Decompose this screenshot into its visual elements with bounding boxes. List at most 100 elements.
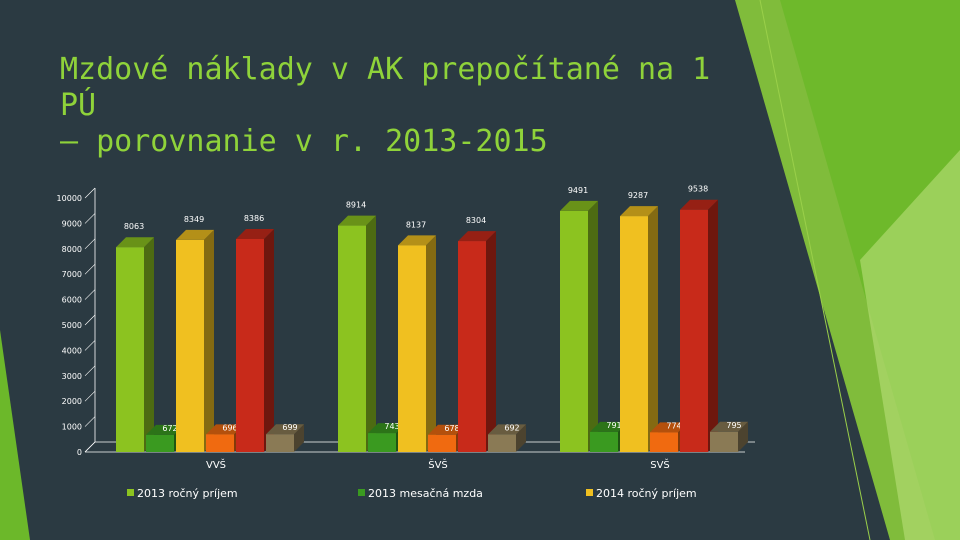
bar-marks: 8063 672 8349 696 8386 699 8914 743 8137 678 8304 6… [116, 185, 748, 452]
bar-top [710, 421, 748, 432]
bar: 8386 [236, 214, 274, 452]
bar: 9287 [620, 191, 658, 452]
y-tick-label: 7000 [62, 270, 82, 279]
data-label: 791 [606, 421, 621, 430]
bar-side [264, 228, 274, 452]
bar-front [206, 434, 234, 452]
bar: 795 [710, 421, 748, 452]
data-label: 696 [222, 423, 237, 432]
bar-top [146, 424, 184, 435]
bar-front [590, 431, 618, 452]
category-label: ŠVŠ [428, 458, 448, 471]
bar-top [650, 422, 688, 433]
y-tick-mark [84, 416, 96, 427]
bar: 8914 [338, 201, 376, 452]
legend-swatch [127, 489, 134, 496]
bar-top [620, 206, 658, 217]
y-tick-label: 3000 [62, 372, 82, 381]
y-tick-mark [84, 187, 96, 199]
bar-front [680, 209, 708, 452]
legend-item: 2014 ročný príjem [586, 487, 697, 500]
y-tick-mark [84, 365, 96, 377]
category-label: SVŠ [650, 458, 670, 471]
y-tick-label: 10000 [57, 194, 82, 203]
bar: 9538 [680, 185, 718, 452]
data-label: 8304 [466, 216, 486, 225]
bar-side [486, 231, 496, 452]
bar: 8137 [398, 220, 436, 452]
bar-top [338, 215, 376, 226]
decor-line [759, 0, 871, 540]
bar-side [426, 235, 436, 452]
bar-side [294, 424, 304, 452]
bar-top [428, 424, 466, 435]
bar-front [488, 434, 516, 452]
bar-top [590, 421, 628, 432]
data-label: 8063 [124, 222, 144, 231]
data-label: 8349 [184, 215, 204, 224]
y-tick-mark [84, 340, 96, 351]
data-label: 672 [162, 424, 177, 433]
bar-top [398, 235, 436, 246]
data-label: 9538 [688, 185, 708, 194]
y-tick-label: 1000 [62, 423, 82, 432]
bar-front [620, 216, 648, 452]
data-label: 9491 [568, 186, 588, 195]
y-tick-label: 6000 [62, 296, 82, 305]
bar-top [488, 424, 526, 435]
bar-front [650, 432, 678, 452]
bar-side [144, 237, 154, 452]
bar: 699 [266, 423, 304, 452]
bar-top [680, 199, 718, 210]
category-axis: VVŠ ŠVŠ SVŠ [206, 458, 670, 471]
y-tick-label: 5000 [62, 321, 82, 330]
bar-top [176, 229, 214, 240]
bar-side [708, 199, 718, 452]
bar-top [368, 423, 406, 434]
data-label: 699 [282, 423, 297, 432]
bar-top [206, 424, 244, 435]
data-label: 774 [666, 421, 681, 430]
bar-top [266, 424, 304, 435]
bar-top [560, 200, 598, 211]
data-label: 678 [444, 424, 459, 433]
legend-label: 2014 ročný príjem [596, 487, 697, 500]
bar-front [338, 225, 366, 452]
bar-front [146, 434, 174, 452]
y-tick-label: 9000 [62, 219, 82, 228]
title-line-1: Mzdové náklady v AK prepočítané na 1 PÚ [60, 52, 711, 123]
bar-front [428, 434, 456, 452]
title-line-2: – porovnanie v r. 2013-2015 [60, 124, 548, 159]
bar-front [710, 431, 738, 452]
legend-swatch [586, 489, 593, 496]
bar-top [236, 228, 274, 239]
bar-side [588, 200, 598, 452]
bar-side [366, 215, 376, 452]
bar-side [516, 424, 526, 452]
legend-swatch [358, 489, 365, 496]
data-label: 795 [726, 421, 741, 430]
y-tick-mark [84, 289, 96, 300]
y-tick-mark [84, 238, 96, 250]
y-tick-mark [84, 263, 96, 275]
bar-top [116, 237, 154, 248]
bar-front [398, 245, 426, 452]
bar-side [738, 421, 748, 452]
bar-front [368, 433, 396, 452]
bar: 8063 [116, 222, 154, 452]
y-tick-mark [84, 213, 96, 224]
data-label: 8137 [406, 220, 426, 229]
data-label: 9287 [628, 191, 648, 200]
decor-green-shape-pale [860, 150, 960, 540]
bar-front [176, 239, 204, 452]
data-label: 8386 [244, 214, 264, 223]
bar-top [458, 231, 496, 242]
data-label: 8914 [346, 201, 366, 210]
legend-label: 2013 mesačná mzda [368, 487, 483, 500]
data-label: 743 [384, 422, 399, 431]
bar: 8349 [176, 215, 214, 452]
legend: 2013 ročný príjem 2013 mesačná mzda 2014 r… [127, 487, 697, 500]
decor-left-triangle [0, 330, 30, 540]
